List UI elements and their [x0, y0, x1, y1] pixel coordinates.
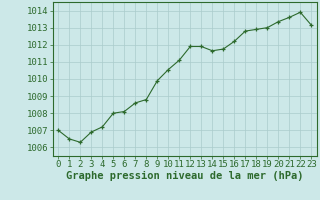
X-axis label: Graphe pression niveau de la mer (hPa): Graphe pression niveau de la mer (hPa)	[66, 171, 304, 181]
